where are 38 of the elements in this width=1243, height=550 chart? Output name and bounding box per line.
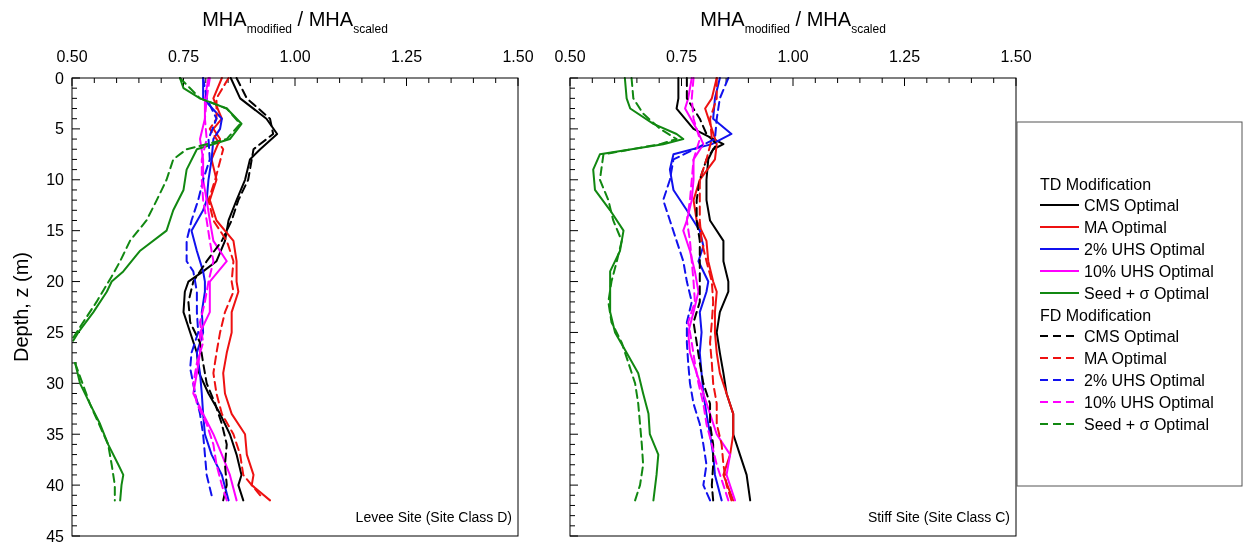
- y-tick-label: 0: [55, 69, 65, 87]
- annotation: Levee Site (Site Class D): [355, 509, 512, 525]
- x-tick-label: 0.75: [167, 48, 200, 65]
- legend-label: 10% UHS Optimal: [1084, 262, 1214, 280]
- y-tick-label: 10: [46, 171, 65, 189]
- y-axis-title: Depth, z (m): [10, 251, 32, 363]
- y-tick-label: 40: [46, 476, 65, 494]
- legend-label: CMS Optimal: [1084, 196, 1180, 214]
- legend-label: 2% UHS Optimal: [1084, 371, 1205, 389]
- x-tick-label: 1.50: [1000, 48, 1032, 65]
- x-tick-label: 1.00: [279, 48, 311, 65]
- y-tick-label: 45: [46, 527, 65, 545]
- x-tick-label: 0.75: [665, 48, 698, 65]
- x-tick-label: 0.50: [554, 48, 586, 65]
- y-tick-label: 30: [46, 374, 65, 392]
- x-tick-label: 0.50: [56, 48, 88, 65]
- legend-label: Seed + σ Optimal: [1084, 415, 1210, 433]
- legend-label: 10% UHS Optimal: [1084, 393, 1214, 411]
- x-tick-label: 1.00: [777, 48, 809, 65]
- x-axis-title: MHA$_{modified}$ / MHA$_{scaled}$: [700, 8, 886, 36]
- text: FD Modification: [1040, 306, 1152, 324]
- x-tick-label: 1.50: [502, 48, 534, 65]
- legend-label: CMS Optimal: [1084, 327, 1180, 345]
- legend-label: MA Optimal: [1084, 349, 1167, 367]
- x-axis-title: MHA$_{modified}$ / MHA$_{scaled}$: [202, 8, 388, 36]
- x-tick-label: 1.25: [390, 48, 423, 65]
- y-tick-label: 20: [46, 273, 65, 291]
- legend-label: 2% UHS Optimal: [1084, 240, 1205, 258]
- line-series: [208, 77, 272, 502]
- legend-label: MA Optimal: [1084, 218, 1167, 236]
- y-tick-label: 25: [46, 324, 65, 342]
- y-tick-label: 15: [46, 222, 65, 240]
- annotation: Stiff Site (Site Class C): [867, 509, 1010, 525]
- x-tick-label: 1.25: [888, 48, 921, 65]
- y-tick-label: 35: [46, 425, 65, 443]
- y-tick-label: 5: [55, 120, 65, 138]
- legend-title: TD Modification: [1040, 175, 1152, 193]
- legend-label: Seed + σ Optimal: [1084, 284, 1210, 302]
